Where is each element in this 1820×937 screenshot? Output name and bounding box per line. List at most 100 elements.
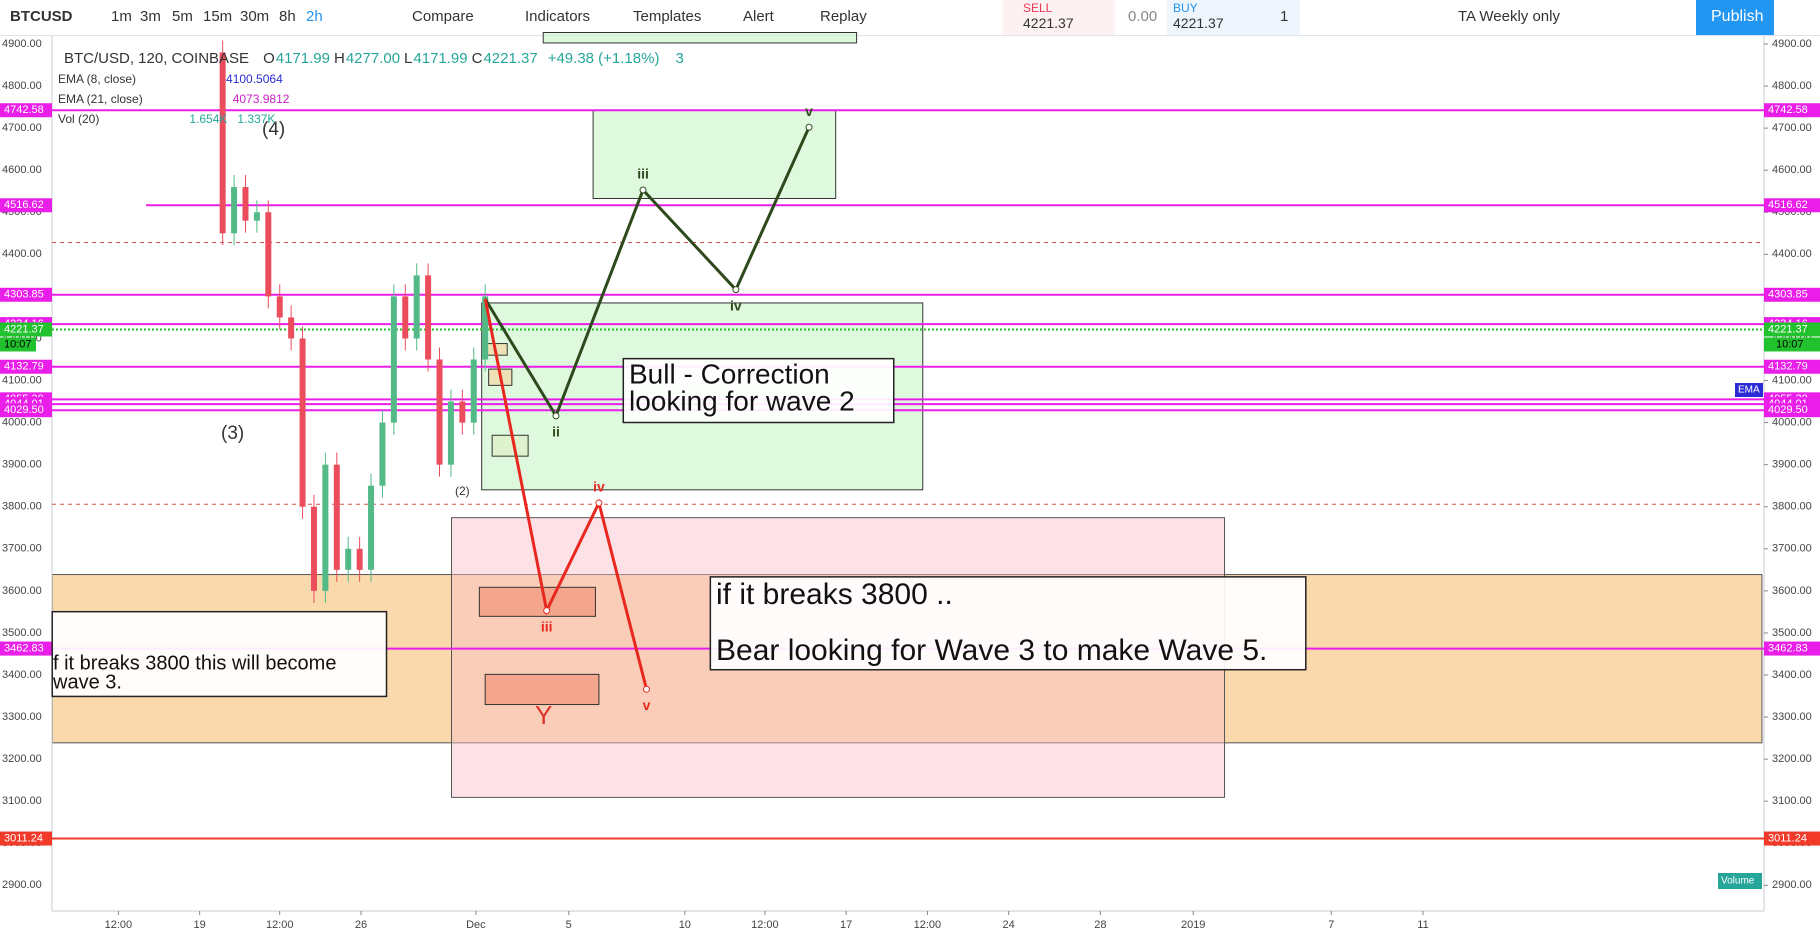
change: +49.38 (+1.18%) <box>547 50 660 67</box>
wave-label: v <box>643 697 651 713</box>
price-badge-label: 4221.37 <box>4 323 44 335</box>
button[interactable]: Templates <box>633 8 702 25</box>
sell-panel[interactable]: SELL 4221.37 <box>1003 0 1115 35</box>
ohlc-label: L <box>404 50 413 67</box>
volume-badge-label: Volume <box>1721 876 1755 887</box>
wave-label: iii <box>541 618 553 634</box>
price-badge <box>0 198 52 213</box>
wave-label: (2) <box>455 484 470 498</box>
candle <box>253 212 260 221</box>
wave-point <box>543 607 551 615</box>
small-box <box>478 586 596 617</box>
countdown-badge <box>1764 337 1820 352</box>
sell-label: SELL <box>1023 1 1053 15</box>
wave-point <box>643 685 651 693</box>
candle <box>470 359 477 423</box>
candle <box>459 401 466 423</box>
note-text: Bear looking for Wave 3 to make Wave 5. <box>716 634 1267 667</box>
toolbar: BTCUSD 1m 3m 5m 15m 30m 8h 2h Compare In… <box>0 0 1820 36</box>
legend: BTC/USD, 120, COINBASE O4171.99 H4277.00 L4… <box>58 49 688 129</box>
button[interactable]: Alert <box>743 8 774 25</box>
price-badge <box>1764 198 1820 213</box>
price-badge <box>1764 641 1820 656</box>
candle <box>265 212 272 297</box>
interval[interactable]: 5m <box>172 8 193 25</box>
x-tick-label: 17 <box>840 919 852 931</box>
buy-price: 4221.37 <box>1173 15 1224 31</box>
spread: 0.00 <box>1128 8 1158 25</box>
wave-point <box>805 123 813 131</box>
button[interactable]: Indicators <box>525 8 591 25</box>
countdown-badge <box>0 337 36 352</box>
price-badge <box>0 641 52 656</box>
ohlc-label: H <box>333 50 345 67</box>
price-badge <box>0 403 52 418</box>
y-tick-label: 3900.00 <box>2 459 42 471</box>
price-badge <box>0 103 52 118</box>
y-tick-label: 4600.00 <box>2 164 42 176</box>
x-tick-label: 12:00 <box>914 919 942 931</box>
x-tick-label: 19 <box>194 919 206 931</box>
indicator-value: 1.654K <box>189 112 228 126</box>
button[interactable]: Compare <box>412 8 474 25</box>
y-tick-label: 4900.00 <box>2 38 42 50</box>
layout-name[interactable]: TA Weekly only <box>1458 8 1560 25</box>
ohlc-value: 4221.37 <box>483 50 538 67</box>
candle <box>368 485 375 570</box>
legend-title: BTC/USD, 120, COINBASE <box>64 50 250 67</box>
wave-label: v <box>805 103 813 119</box>
publish-label: Publish <box>1711 8 1764 25</box>
ohlc-label: C <box>471 50 483 67</box>
indicator-name: EMA (21, close) <box>58 92 143 106</box>
y-tick-label: 3300.00 <box>1772 711 1812 723</box>
interval[interactable]: 15m <box>203 8 233 25</box>
buy-label: BUY <box>1173 1 1198 15</box>
price-badge <box>0 831 52 846</box>
ohlc-value: 4171.99 <box>275 50 330 67</box>
candle <box>402 296 409 339</box>
interval[interactable]: 1m <box>111 8 132 25</box>
y-tick-label: 3700.00 <box>2 543 42 555</box>
indicator-value: 4073.9812 <box>232 92 290 106</box>
price-badge-label: 4029.50 <box>1768 404 1808 416</box>
x-tick-label: 2019 <box>1181 919 1205 931</box>
wave-label: iii <box>637 166 649 182</box>
countdown: 10:07 <box>4 338 32 350</box>
y-tick-label: 2900.00 <box>2 879 42 891</box>
symbol[interactable]: BTCUSD <box>10 8 73 25</box>
interval[interactable]: 2h <box>306 8 323 25</box>
price-badge-label: 4303.85 <box>4 289 44 301</box>
interval[interactable]: 8h <box>279 8 296 25</box>
countdown: 10:07 <box>1776 338 1804 350</box>
price-badge-label: 4221.37 <box>1768 323 1808 335</box>
x-tick-label: 11 <box>1417 919 1428 931</box>
interval[interactable]: 30m <box>240 8 270 25</box>
y-tick-label: 4000.00 <box>1772 417 1812 429</box>
price-badge-label: 3462.83 <box>4 642 44 654</box>
button[interactable]: Replay <box>820 8 867 25</box>
candle <box>288 317 295 339</box>
x-tick-label: 28 <box>1094 919 1106 931</box>
candle <box>322 464 329 591</box>
x-tick-label: 12:00 <box>751 919 779 931</box>
note-text: looking for wave 2 <box>629 385 855 416</box>
buy-panel[interactable]: BUY 4221.37 <box>1167 0 1300 35</box>
note-text: if it breaks 3800 .. <box>716 578 953 611</box>
y-tick-label: 4100.00 <box>1772 374 1812 386</box>
ohlc-value: 4277.00 <box>345 50 401 67</box>
candle <box>356 548 363 570</box>
price-badge <box>1764 403 1820 418</box>
x-tick-label: 5 <box>566 919 572 931</box>
quantity[interactable]: 1 <box>1280 8 1289 25</box>
candle <box>299 338 306 507</box>
candle <box>425 275 432 360</box>
price-badge <box>0 322 52 337</box>
price-badge <box>1764 103 1820 118</box>
publish-button[interactable]: Publish <box>1696 0 1774 35</box>
y-tick-label: 2900.00 <box>1772 879 1812 891</box>
y-tick-label: 3600.00 <box>2 585 42 597</box>
y-tick-label: 4700.00 <box>2 122 42 134</box>
interval[interactable]: 3m <box>140 8 161 25</box>
y-tick-label: 3200.00 <box>1772 753 1812 765</box>
